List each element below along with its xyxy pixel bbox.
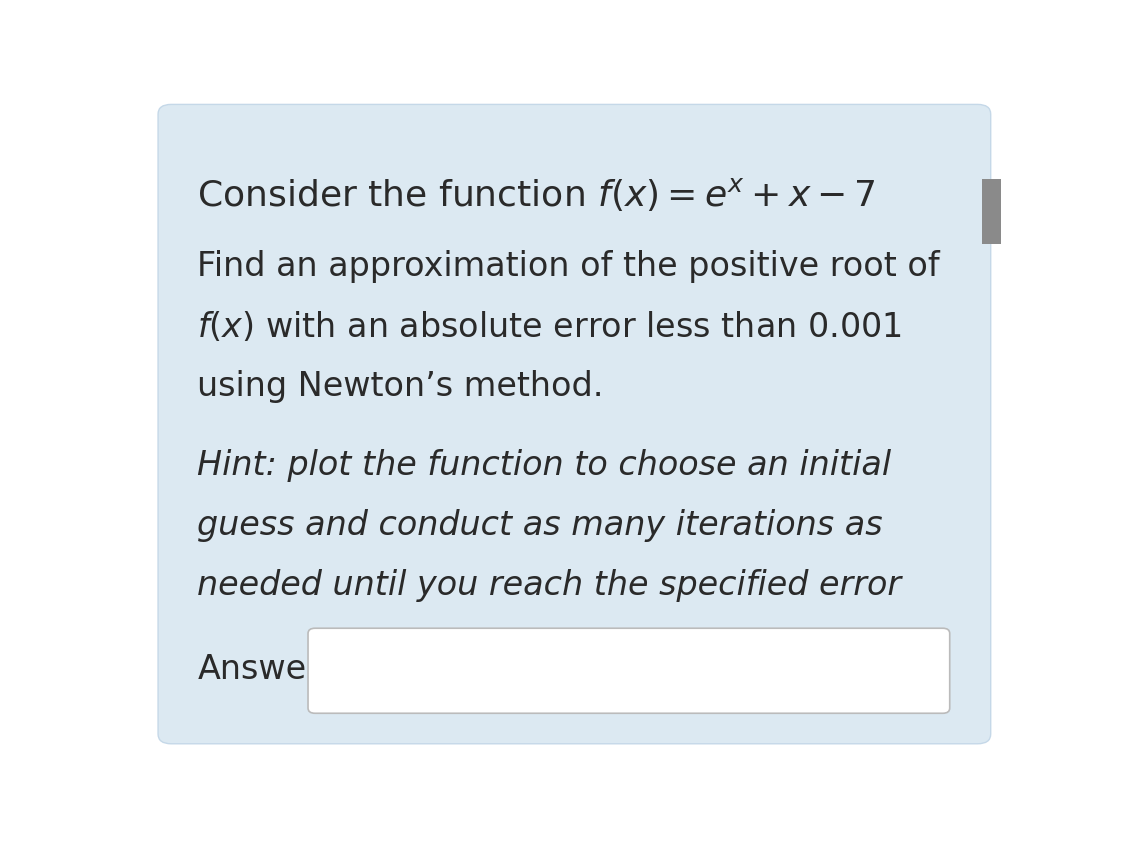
FancyBboxPatch shape [308, 628, 950, 713]
Text: Consider the function $f(x) = e^x + x - 7$: Consider the function $f(x) = e^x + x - … [197, 176, 876, 212]
Text: using Newton’s method.: using Newton’s method. [197, 370, 604, 403]
Text: Find an approximation of the positive root of: Find an approximation of the positive ro… [197, 250, 939, 283]
FancyBboxPatch shape [158, 105, 991, 744]
Text: Answer:: Answer: [197, 652, 331, 685]
Text: needed until you reach the specified error: needed until you reach the specified err… [197, 568, 901, 602]
Text: $f(x)$ with an absolute error less than 0.001: $f(x)$ with an absolute error less than … [197, 310, 902, 344]
Bar [982, 179, 1001, 244]
Text: Hint: plot the function to choose an initial: Hint: plot the function to choose an ini… [197, 449, 891, 482]
Text: guess and conduct as many iterations as: guess and conduct as many iterations as [197, 509, 883, 542]
